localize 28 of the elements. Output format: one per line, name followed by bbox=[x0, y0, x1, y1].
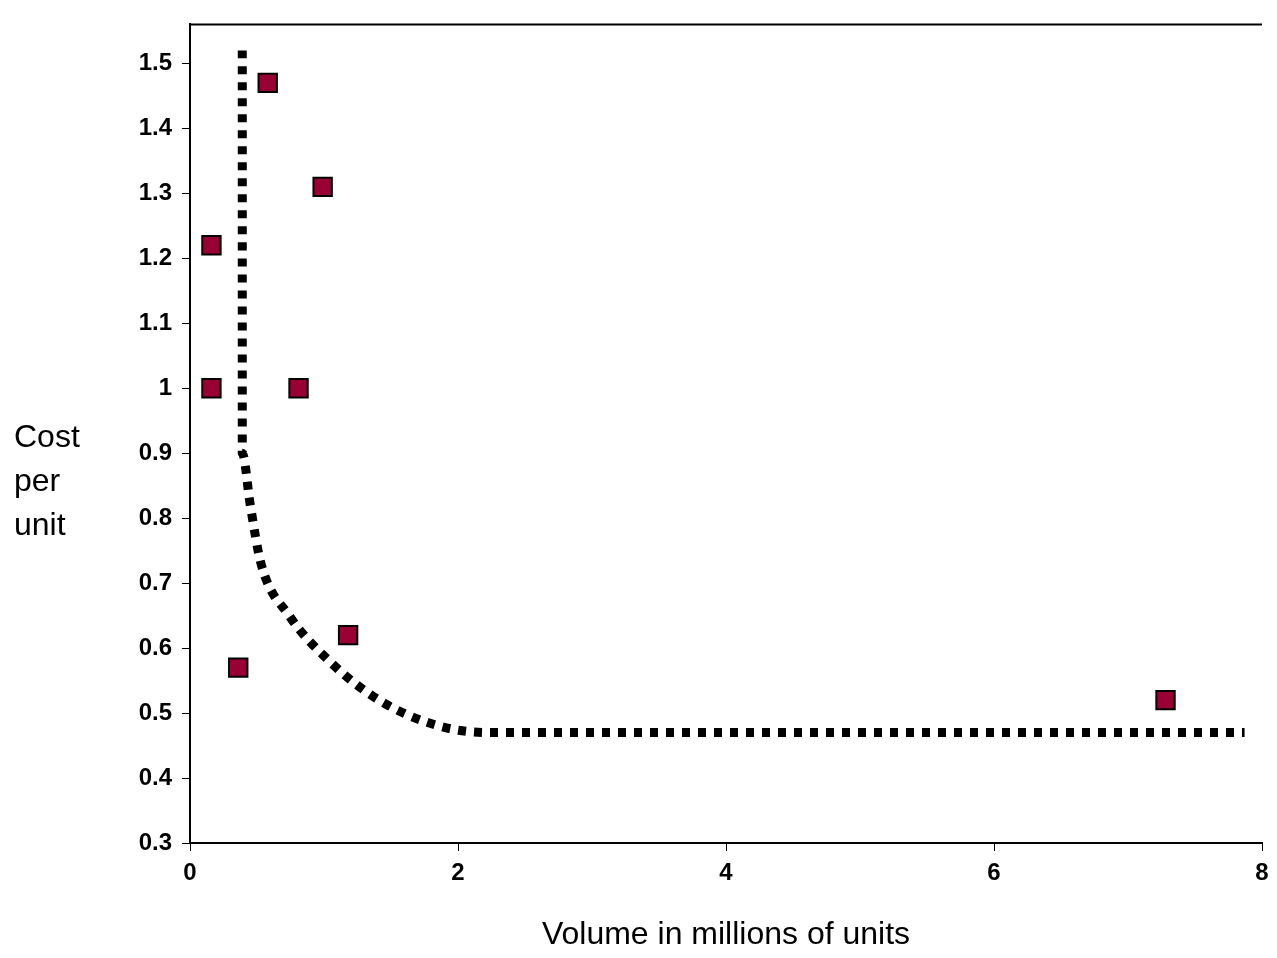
x-axis-title: Volume in millions of units bbox=[541, 914, 911, 951]
point bbox=[228, 657, 249, 678]
y-tick-label: 0.4 bbox=[138, 762, 173, 790]
point bbox=[337, 624, 359, 646]
y-tick-label: 1.1 bbox=[138, 307, 172, 335]
x-tick-label: 2 bbox=[451, 858, 465, 886]
point bbox=[201, 378, 222, 399]
point bbox=[257, 72, 278, 94]
y-tick-label: 0.9 bbox=[138, 437, 172, 465]
y-tick-label: 0.6 bbox=[138, 632, 172, 660]
y-tick-label: 1.2 bbox=[138, 242, 172, 270]
y-tick-label: 0.7 bbox=[138, 567, 172, 595]
y-tick-label: 0.3 bbox=[138, 827, 172, 855]
y-tick-label: 1 bbox=[158, 372, 172, 400]
y-tick-label: 0.5 bbox=[138, 697, 172, 725]
y-tick-label: 0.8 bbox=[138, 502, 172, 530]
x-tick-label: 0 bbox=[183, 858, 197, 886]
x-tick-label: 8 bbox=[1255, 858, 1269, 886]
point bbox=[1155, 689, 1176, 711]
y-tick-label: 1.4 bbox=[138, 112, 173, 140]
x-tick-label: 6 bbox=[987, 858, 1001, 886]
point bbox=[312, 176, 333, 198]
y-tick-label: 1.3 bbox=[138, 177, 172, 205]
point bbox=[288, 378, 309, 399]
x-tick-label: 4 bbox=[719, 858, 734, 886]
y-axis-title: Cost per unit bbox=[14, 417, 81, 544]
y-tick-label: 1.5 bbox=[138, 48, 172, 76]
point bbox=[201, 235, 222, 256]
